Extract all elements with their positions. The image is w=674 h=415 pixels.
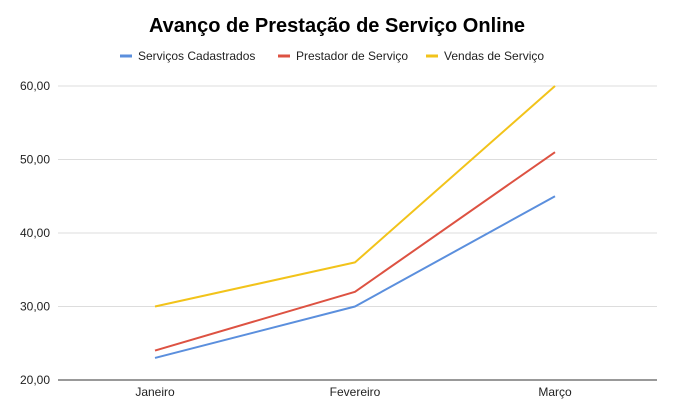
legend-label: Serviços Cadastrados (138, 49, 255, 63)
legend-label: Vendas de Serviço (444, 49, 544, 63)
series-lines (154, 85, 556, 359)
y-tick-label: 30,00 (20, 300, 50, 314)
y-tick-label: 50,00 (20, 153, 50, 167)
series-line (154, 195, 556, 359)
y-tick-label: 20,00 (20, 373, 50, 387)
x-tick-label: Fevereiro (330, 385, 381, 399)
y-tick-label: 60,00 (20, 79, 50, 93)
grid (58, 85, 657, 381)
series-line (154, 85, 556, 308)
legend-label: Prestador de Serviço (296, 49, 408, 63)
x-tick-label: Janeiro (135, 385, 175, 399)
chart-title: Avanço de Prestação de Serviço Online (148, 15, 526, 37)
y-axis: 20,00 30,00 40,00 50,00 60,00 (20, 79, 50, 387)
y-tick-label: 40,00 (20, 226, 50, 240)
x-tick-label: Março (538, 385, 572, 399)
series-line (154, 151, 556, 352)
x-axis: Janeiro Fevereiro Março (135, 385, 572, 399)
legend: Serviços Cadastrados Prestador de Serviço… (120, 49, 544, 63)
